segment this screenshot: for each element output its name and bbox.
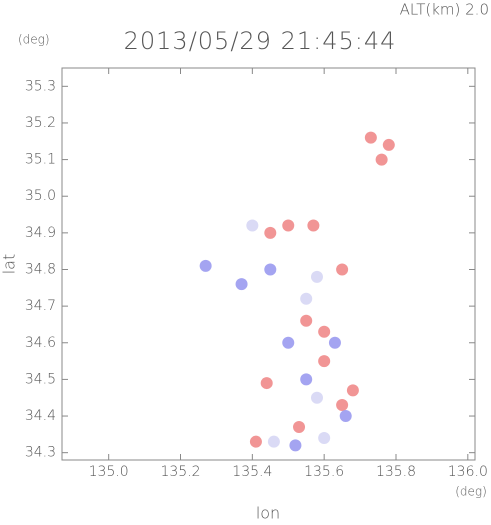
plot-frame xyxy=(61,67,476,461)
echo-point xyxy=(318,355,331,368)
echo-point xyxy=(282,336,295,349)
echo-point xyxy=(336,399,349,412)
echo-point xyxy=(235,278,248,291)
echo-point xyxy=(199,259,212,272)
echo-point xyxy=(300,373,313,386)
echo-point xyxy=(267,435,280,448)
echo-point xyxy=(318,432,331,445)
y-tick-label: 35.3 xyxy=(25,78,56,94)
y-tick-label: 34.8 xyxy=(25,261,56,277)
echo-point xyxy=(375,153,388,166)
x-unit: (deg) xyxy=(455,485,487,499)
y-axis-label: lat xyxy=(0,254,19,275)
echo-point xyxy=(310,391,323,404)
echo-point xyxy=(310,270,323,283)
x-axis-label: lon xyxy=(256,504,280,522)
echo-point xyxy=(260,377,273,390)
echo-point xyxy=(339,410,352,423)
echo-point xyxy=(318,325,331,338)
echo-point xyxy=(282,219,295,232)
y-tick-label: 34.5 xyxy=(25,371,56,387)
y-tick-label: 34.3 xyxy=(25,445,56,461)
x-tick-label: 135.6 xyxy=(304,464,344,480)
echo-point xyxy=(336,263,349,276)
y-tick-label: 35.2 xyxy=(25,115,56,131)
y-tick-label: 34.4 xyxy=(25,408,56,424)
echo-point xyxy=(364,131,377,144)
echo-point xyxy=(264,226,277,239)
y-tick-label: 34.7 xyxy=(25,298,56,314)
echo-point xyxy=(307,219,320,232)
x-tick-label: 135.2 xyxy=(160,464,200,480)
echo-point xyxy=(300,292,313,305)
subtitle: ALT(km) 2.0 xyxy=(400,1,489,19)
y-tick-label: 34.9 xyxy=(25,225,56,241)
echo-point xyxy=(264,263,277,276)
echo-point xyxy=(289,439,302,452)
echo-point xyxy=(382,138,395,151)
y-unit: (deg) xyxy=(18,33,50,47)
x-tick-label: 135.4 xyxy=(232,464,272,480)
x-tick-label: 135.0 xyxy=(89,464,129,480)
echo-point xyxy=(249,435,262,448)
echo-point xyxy=(246,219,259,232)
echo-point xyxy=(293,421,306,434)
echo-point xyxy=(346,384,359,397)
echo-point xyxy=(300,314,313,327)
y-tick-label: 34.6 xyxy=(25,335,56,351)
echo-point xyxy=(328,336,341,349)
chart-title: 2013/05/29 21:45:44 xyxy=(124,27,397,55)
x-tick-label: 135.8 xyxy=(376,464,416,480)
y-tick-label: 35.0 xyxy=(25,188,56,204)
x-tick-label: 136.0 xyxy=(448,464,488,480)
y-tick-label: 35.1 xyxy=(25,152,56,168)
